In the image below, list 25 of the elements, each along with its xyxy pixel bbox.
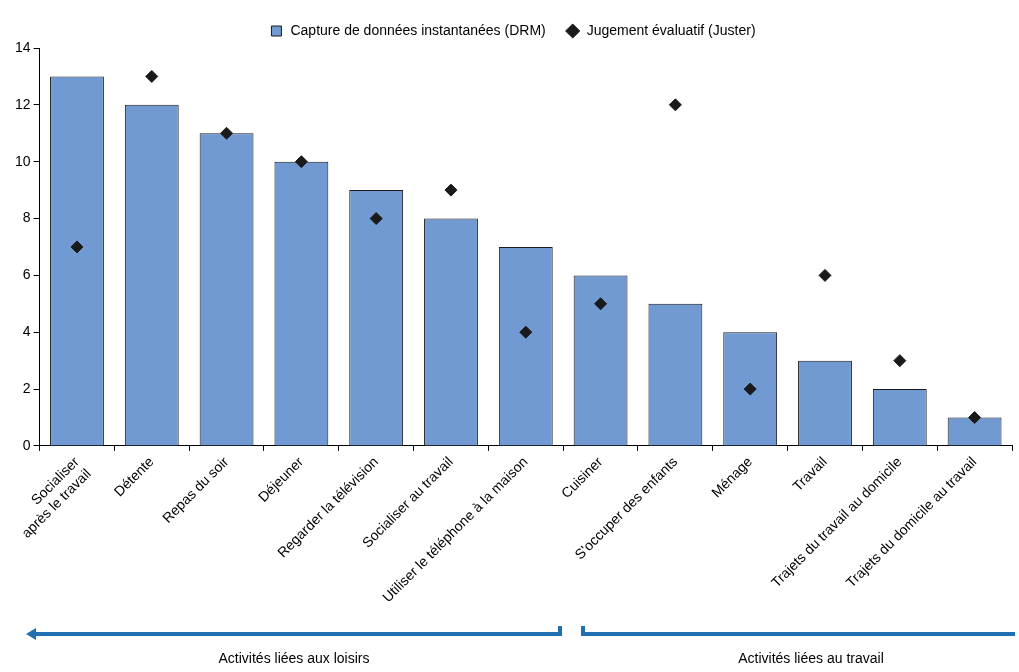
y-tick-label: 4 xyxy=(22,323,31,340)
point xyxy=(968,411,982,424)
point xyxy=(220,126,234,140)
y-tick-label: 0 xyxy=(22,436,31,453)
point xyxy=(893,354,907,368)
point xyxy=(668,98,682,112)
point xyxy=(369,212,383,226)
point xyxy=(594,297,608,311)
text: Activités liées au travail xyxy=(738,650,884,666)
y-tick-label: 8 xyxy=(22,209,31,226)
point xyxy=(294,155,308,169)
point xyxy=(70,240,84,254)
y-tick-label: 10 xyxy=(14,152,31,169)
point xyxy=(444,183,458,197)
legend-label: Capture de données instantanées (DRM) xyxy=(290,21,546,38)
text: Activités liées aux loisirs xyxy=(218,650,370,666)
point xyxy=(519,325,533,339)
y-tick-label: 2 xyxy=(22,379,31,396)
y-tick-label: 6 xyxy=(22,266,31,283)
point xyxy=(818,268,832,282)
point xyxy=(145,69,159,83)
y-tick-label: 14 xyxy=(14,38,31,55)
y-tick-label: 12 xyxy=(14,95,31,112)
legend-label: Jugement évaluatif (Juster) xyxy=(586,21,756,38)
point xyxy=(743,382,757,396)
